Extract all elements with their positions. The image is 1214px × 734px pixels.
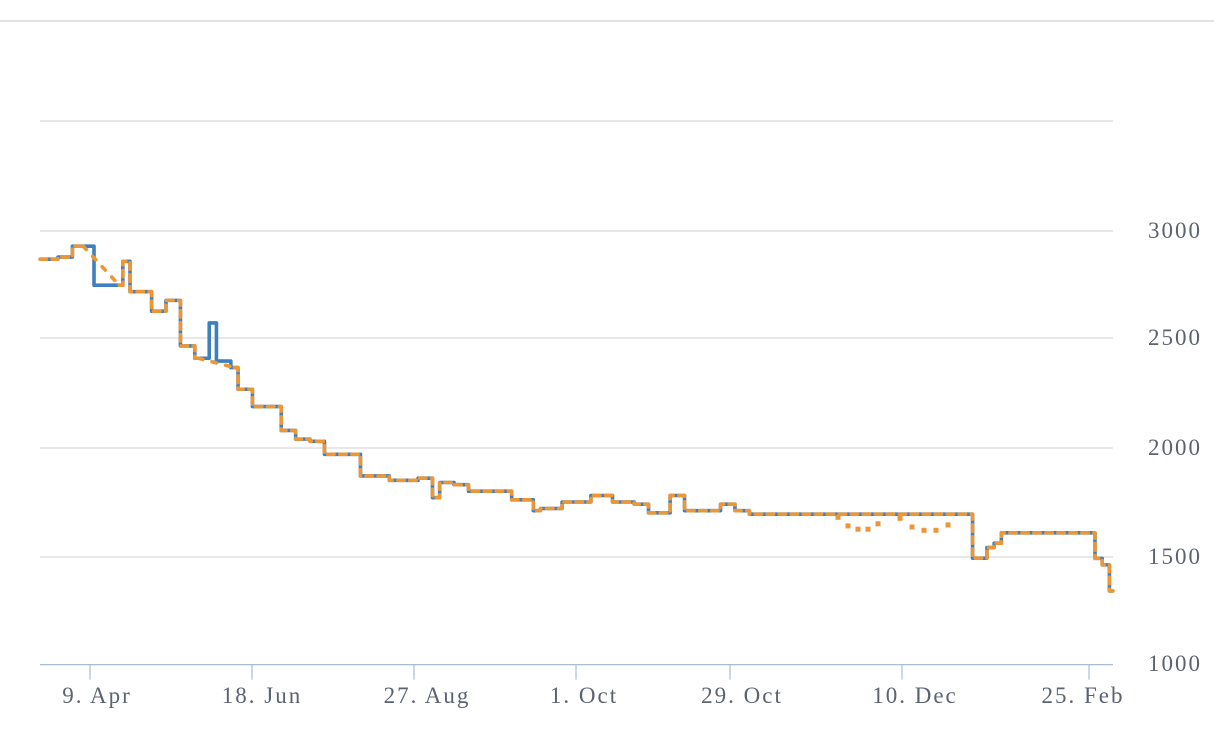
svg-text:1500: 1500 [1148, 544, 1202, 569]
svg-text:10. Dec: 10. Dec [872, 683, 958, 708]
svg-text:9. Apr: 9. Apr [62, 683, 132, 708]
svg-text:1000: 1000 [1148, 651, 1202, 676]
svg-text:27. Aug: 27. Aug [384, 683, 471, 708]
svg-text:2000: 2000 [1148, 435, 1202, 460]
svg-text:29. Oct: 29. Oct [701, 683, 783, 708]
svg-text:2500: 2500 [1148, 325, 1202, 350]
svg-text:3000: 3000 [1148, 218, 1202, 243]
svg-text:18. Jun: 18. Jun [222, 683, 302, 708]
svg-text:25. Feb: 25. Feb [1042, 683, 1125, 708]
svg-text:1. Oct: 1. Oct [550, 683, 618, 708]
